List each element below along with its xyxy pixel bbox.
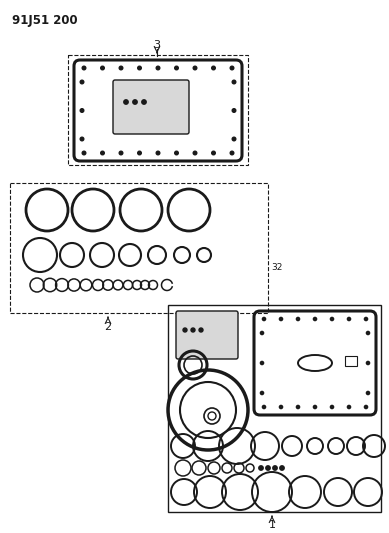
- Circle shape: [212, 151, 215, 155]
- Circle shape: [119, 151, 123, 155]
- Text: 32: 32: [271, 263, 282, 272]
- Circle shape: [266, 466, 270, 470]
- Circle shape: [364, 317, 368, 321]
- Circle shape: [279, 406, 282, 409]
- Circle shape: [212, 66, 215, 70]
- Circle shape: [82, 151, 86, 155]
- Circle shape: [230, 151, 234, 155]
- Circle shape: [366, 391, 370, 394]
- FancyBboxPatch shape: [176, 311, 238, 359]
- Circle shape: [80, 80, 84, 84]
- Circle shape: [232, 109, 236, 112]
- Circle shape: [347, 317, 350, 321]
- Circle shape: [296, 406, 300, 409]
- Circle shape: [183, 328, 187, 332]
- Circle shape: [263, 317, 266, 321]
- Circle shape: [330, 406, 334, 409]
- Circle shape: [80, 109, 84, 112]
- Circle shape: [156, 66, 160, 70]
- Circle shape: [80, 137, 84, 141]
- Circle shape: [101, 66, 104, 70]
- Circle shape: [138, 66, 141, 70]
- Bar: [168, 305, 381, 512]
- Circle shape: [296, 317, 300, 321]
- Circle shape: [199, 328, 203, 332]
- Circle shape: [191, 328, 195, 332]
- FancyBboxPatch shape: [113, 80, 189, 134]
- Text: 3: 3: [154, 40, 161, 50]
- Circle shape: [142, 100, 146, 104]
- Circle shape: [119, 66, 123, 70]
- Circle shape: [314, 406, 317, 409]
- Circle shape: [133, 100, 137, 104]
- Bar: [345, 356, 357, 366]
- Circle shape: [124, 100, 128, 104]
- Circle shape: [230, 66, 234, 70]
- Circle shape: [259, 466, 263, 470]
- Circle shape: [260, 391, 264, 394]
- Circle shape: [364, 406, 368, 409]
- Circle shape: [260, 361, 264, 365]
- Circle shape: [260, 332, 264, 335]
- Circle shape: [366, 361, 370, 365]
- Circle shape: [156, 151, 160, 155]
- Circle shape: [82, 66, 86, 70]
- Circle shape: [193, 151, 197, 155]
- Circle shape: [280, 466, 284, 470]
- Circle shape: [193, 66, 197, 70]
- Circle shape: [263, 406, 266, 409]
- Circle shape: [330, 317, 334, 321]
- Circle shape: [232, 80, 236, 84]
- Circle shape: [101, 151, 104, 155]
- Circle shape: [175, 66, 178, 70]
- Text: 1: 1: [268, 520, 275, 530]
- Text: 91J51 200: 91J51 200: [12, 14, 78, 27]
- Circle shape: [366, 332, 370, 335]
- Circle shape: [279, 317, 282, 321]
- Circle shape: [175, 151, 178, 155]
- Text: 2: 2: [104, 322, 112, 332]
- Circle shape: [232, 137, 236, 141]
- Circle shape: [347, 406, 350, 409]
- Circle shape: [273, 466, 277, 470]
- Bar: [68, 55, 248, 165]
- Circle shape: [314, 317, 317, 321]
- Circle shape: [138, 151, 141, 155]
- Bar: [10, 183, 268, 313]
